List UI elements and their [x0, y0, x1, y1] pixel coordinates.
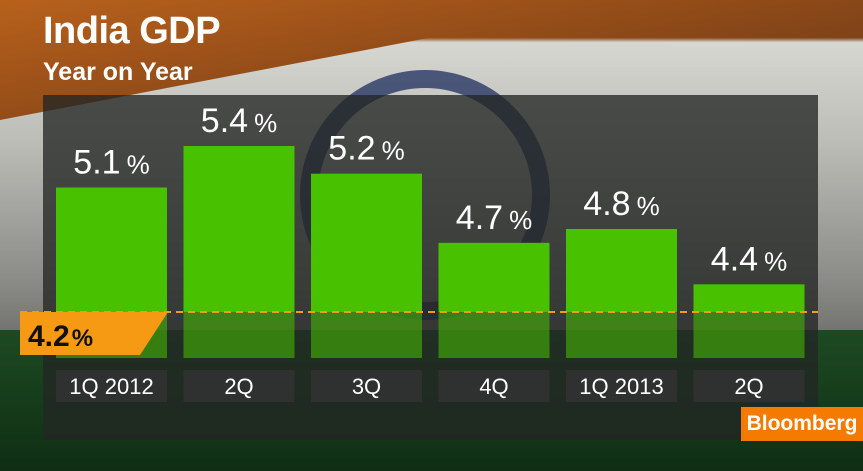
bloomberg-logo: Bloomberg [741, 407, 863, 441]
data-label: 5.2% [328, 130, 404, 168]
chart-panel [43, 95, 818, 440]
category-label: 2Q [734, 374, 763, 399]
bar [438, 242, 550, 312]
category-box [438, 370, 550, 402]
data-label: 4.7% [456, 199, 532, 237]
bar [311, 173, 422, 312]
category-box [183, 370, 295, 402]
data-label: 4.4% [711, 240, 787, 278]
bar [56, 187, 167, 312]
reference-label: 4.2% [28, 320, 93, 353]
category-box [693, 370, 805, 402]
category-label: 1Q 2013 [579, 374, 663, 399]
bar-lower [693, 312, 805, 358]
category-label: 4Q [479, 374, 508, 399]
bar [183, 146, 295, 312]
category-label: 3Q [352, 374, 381, 399]
category-label: 1Q 2012 [69, 374, 153, 399]
chart-subtitle: Year on Year [43, 58, 193, 86]
data-label: 5.4% [201, 102, 277, 140]
category-box [311, 370, 422, 402]
category-box [56, 370, 167, 402]
bar-lower [183, 312, 295, 358]
category-label: 2Q [224, 374, 253, 399]
category-box [566, 370, 677, 402]
bar-lower [311, 312, 422, 358]
chart-title: India GDP [43, 10, 221, 52]
bar [693, 284, 805, 312]
data-label: 4.8% [583, 185, 659, 223]
bar-lower [438, 312, 550, 358]
reference-tag [20, 312, 168, 355]
bar [566, 229, 677, 312]
data-label: 5.1% [73, 144, 149, 182]
bar-lower [566, 312, 677, 358]
